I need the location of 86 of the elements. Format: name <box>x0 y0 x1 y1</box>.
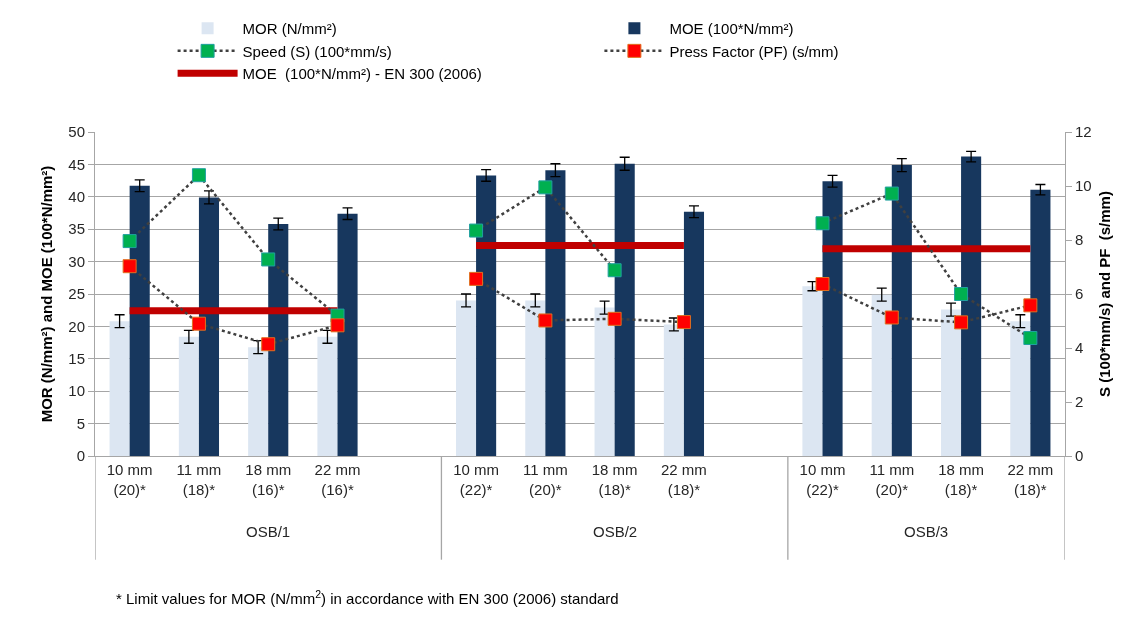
point <box>122 234 137 249</box>
point <box>330 318 345 333</box>
y-tick-label: 40 <box>68 188 85 206</box>
x-tick-label: 18 mm (18)* <box>591 461 638 498</box>
x-tick-label: 10 mm (20)* <box>106 461 153 498</box>
y-tick-label: 30 <box>68 252 85 270</box>
y2-tick-label: 4 <box>1075 339 1084 357</box>
legend-label: Press Factor (PF) (s/mm) <box>669 42 839 60</box>
x-tick-label: 10 mm (22)* <box>799 461 846 498</box>
bar <box>594 307 615 456</box>
y-tick-label: 35 <box>68 220 85 238</box>
x-tick-label: 11 mm (18)* <box>176 461 222 498</box>
bar <box>476 175 497 456</box>
point <box>954 315 969 330</box>
y-tick-label: 0 <box>76 447 85 465</box>
y-tick-label: 45 <box>68 155 85 173</box>
y-tick-label: 5 <box>76 414 85 432</box>
point <box>607 263 622 278</box>
point <box>191 316 206 331</box>
x-tick-label: 11 mm (20)* <box>522 461 568 498</box>
y2-tick-label: 8 <box>1075 231 1084 249</box>
x-tick-label: 22 mm (18)* <box>1007 461 1054 498</box>
point <box>261 337 276 352</box>
x-tick-label: 22 mm (16)* <box>314 461 361 498</box>
y-tick-label: 20 <box>68 317 85 335</box>
point <box>469 271 484 286</box>
bar <box>940 309 962 456</box>
y-tick-label: 25 <box>68 285 85 303</box>
bar <box>248 347 269 456</box>
x-tick-label: 10 mm (22)* <box>453 461 499 498</box>
bar <box>1010 321 1031 456</box>
bar <box>129 185 150 456</box>
x-tick-label: 22 mm (18)* <box>661 461 707 498</box>
y-tick-label: 10 <box>68 382 85 400</box>
x-tick-label: 11 mm (20)* <box>869 461 915 498</box>
y-axis-title: MOR (N/mm²) and MOE (100*N/mm²) <box>37 165 55 423</box>
bar <box>109 321 130 456</box>
y2-tick-label: 12 <box>1075 123 1092 141</box>
point <box>261 252 276 267</box>
point <box>954 287 969 301</box>
bar <box>455 300 477 456</box>
bar <box>891 165 912 456</box>
x-tick-label: 18 mm (16)* <box>245 461 292 498</box>
point <box>1023 331 1038 346</box>
y2-axis-title: S (100*mm/s) and PF (s/mm) <box>1095 191 1113 397</box>
bar <box>663 324 684 456</box>
bar <box>802 286 823 456</box>
point <box>815 277 830 292</box>
point <box>191 168 206 183</box>
point <box>1023 298 1038 313</box>
point <box>607 311 622 326</box>
bar <box>178 336 199 456</box>
y-tick-label: 50 <box>68 123 85 141</box>
point <box>884 186 899 201</box>
legend-label: MOE (100*N/mm²) - EN 300 (2006) <box>242 65 482 83</box>
bar <box>822 181 843 456</box>
x-tick-label: 18 mm (18)* <box>938 461 984 498</box>
y-tick-label: 15 <box>68 350 85 368</box>
bar <box>545 170 566 456</box>
y2-tick-label: 10 <box>1075 177 1092 195</box>
y2-tick-label: 0 <box>1075 447 1084 465</box>
bar <box>1030 189 1051 456</box>
point <box>469 223 484 238</box>
y2-tick-label: 2 <box>1075 393 1084 411</box>
text: OSB/2 <box>593 523 638 540</box>
legend-label: MOR (N/mm²) <box>242 20 337 38</box>
point <box>815 216 830 231</box>
point <box>676 315 691 330</box>
legend-label: Speed (S) (100*mm/s) <box>242 42 392 60</box>
bar <box>614 163 635 456</box>
y2-tick-label: 6 <box>1075 285 1084 303</box>
bar <box>337 213 358 456</box>
bar <box>871 294 892 456</box>
bar <box>317 336 338 456</box>
point <box>884 310 899 325</box>
text: * Limit values for MOR (N/mm$^{2}$) in accordance with EN 300 (2006) standard <box>116 588 619 608</box>
point <box>538 313 553 328</box>
text: OSB/1 <box>246 523 291 540</box>
point <box>122 259 137 274</box>
bar <box>683 211 705 456</box>
bar <box>961 156 982 456</box>
legend-label: MOE (100*N/mm²) <box>669 20 794 38</box>
point <box>538 180 553 195</box>
text: OSB/3 <box>904 523 949 540</box>
bar <box>198 197 220 456</box>
bar <box>525 300 546 456</box>
